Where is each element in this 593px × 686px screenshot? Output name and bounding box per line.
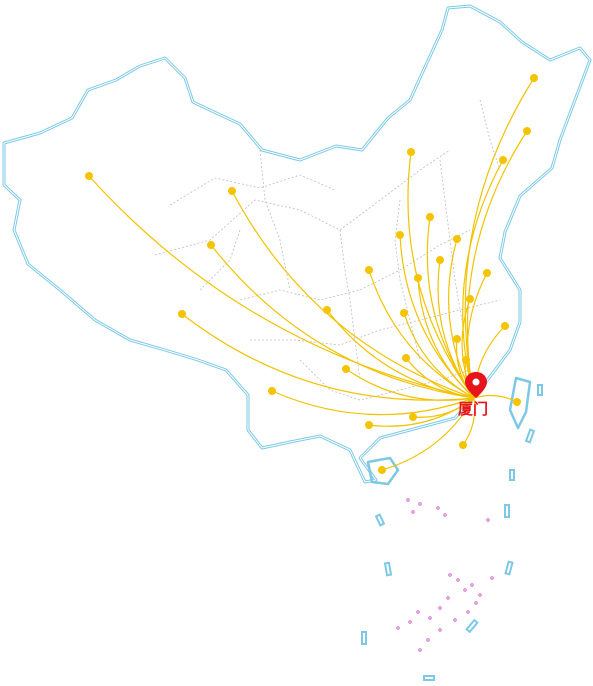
route-line — [271, 390, 475, 416]
destination-dot — [402, 354, 410, 362]
xiamen-pin-icon — [465, 372, 487, 398]
destination-dot — [499, 156, 507, 164]
route-line — [405, 357, 475, 399]
destination-dot — [459, 441, 467, 449]
route-line — [368, 269, 475, 399]
destination-dot — [365, 421, 373, 429]
destination-dot — [530, 74, 538, 82]
destination-dot — [400, 309, 408, 317]
destination-dot — [466, 295, 474, 303]
route-line — [326, 309, 475, 399]
country-border — [2, 4, 592, 486]
destination-dot — [268, 387, 276, 395]
route-line — [368, 397, 475, 427]
route-line — [462, 159, 504, 399]
destination-dot — [501, 322, 509, 330]
route-line — [462, 397, 476, 446]
destination-dot — [409, 413, 417, 421]
destination-dot — [365, 266, 373, 274]
route-line — [403, 312, 475, 399]
destination-dot — [85, 172, 93, 180]
destination-dot — [513, 398, 521, 406]
destination-dot — [414, 274, 422, 282]
route-line — [381, 397, 475, 471]
route-line — [231, 190, 475, 399]
destination-dot — [523, 127, 531, 135]
south-sea-islands — [396, 498, 494, 652]
destination-dot — [483, 269, 491, 277]
hub-city-label: 厦门 — [458, 400, 489, 418]
province-boundaries — [154, 99, 501, 401]
destination-dot — [378, 466, 386, 474]
route-line — [88, 175, 475, 399]
destination-dot — [342, 365, 350, 373]
south-sea-boundary — [361, 384, 543, 681]
destination-dot — [453, 235, 461, 243]
route-line — [464, 77, 535, 399]
destination-dot — [462, 356, 470, 364]
destination-dot — [407, 148, 415, 156]
destination-dot — [426, 213, 434, 221]
destination-dot — [178, 310, 186, 318]
route-line — [437, 259, 475, 399]
route-line — [345, 368, 475, 401]
destination-dot — [453, 335, 461, 343]
destination-dot — [323, 306, 331, 314]
destination-dot — [396, 231, 404, 239]
destination-dot — [436, 256, 444, 264]
destination-dot — [228, 187, 236, 195]
route-line — [417, 277, 475, 399]
route-line — [210, 244, 475, 399]
destination-dot — [207, 241, 215, 249]
destination-points — [85, 74, 538, 474]
